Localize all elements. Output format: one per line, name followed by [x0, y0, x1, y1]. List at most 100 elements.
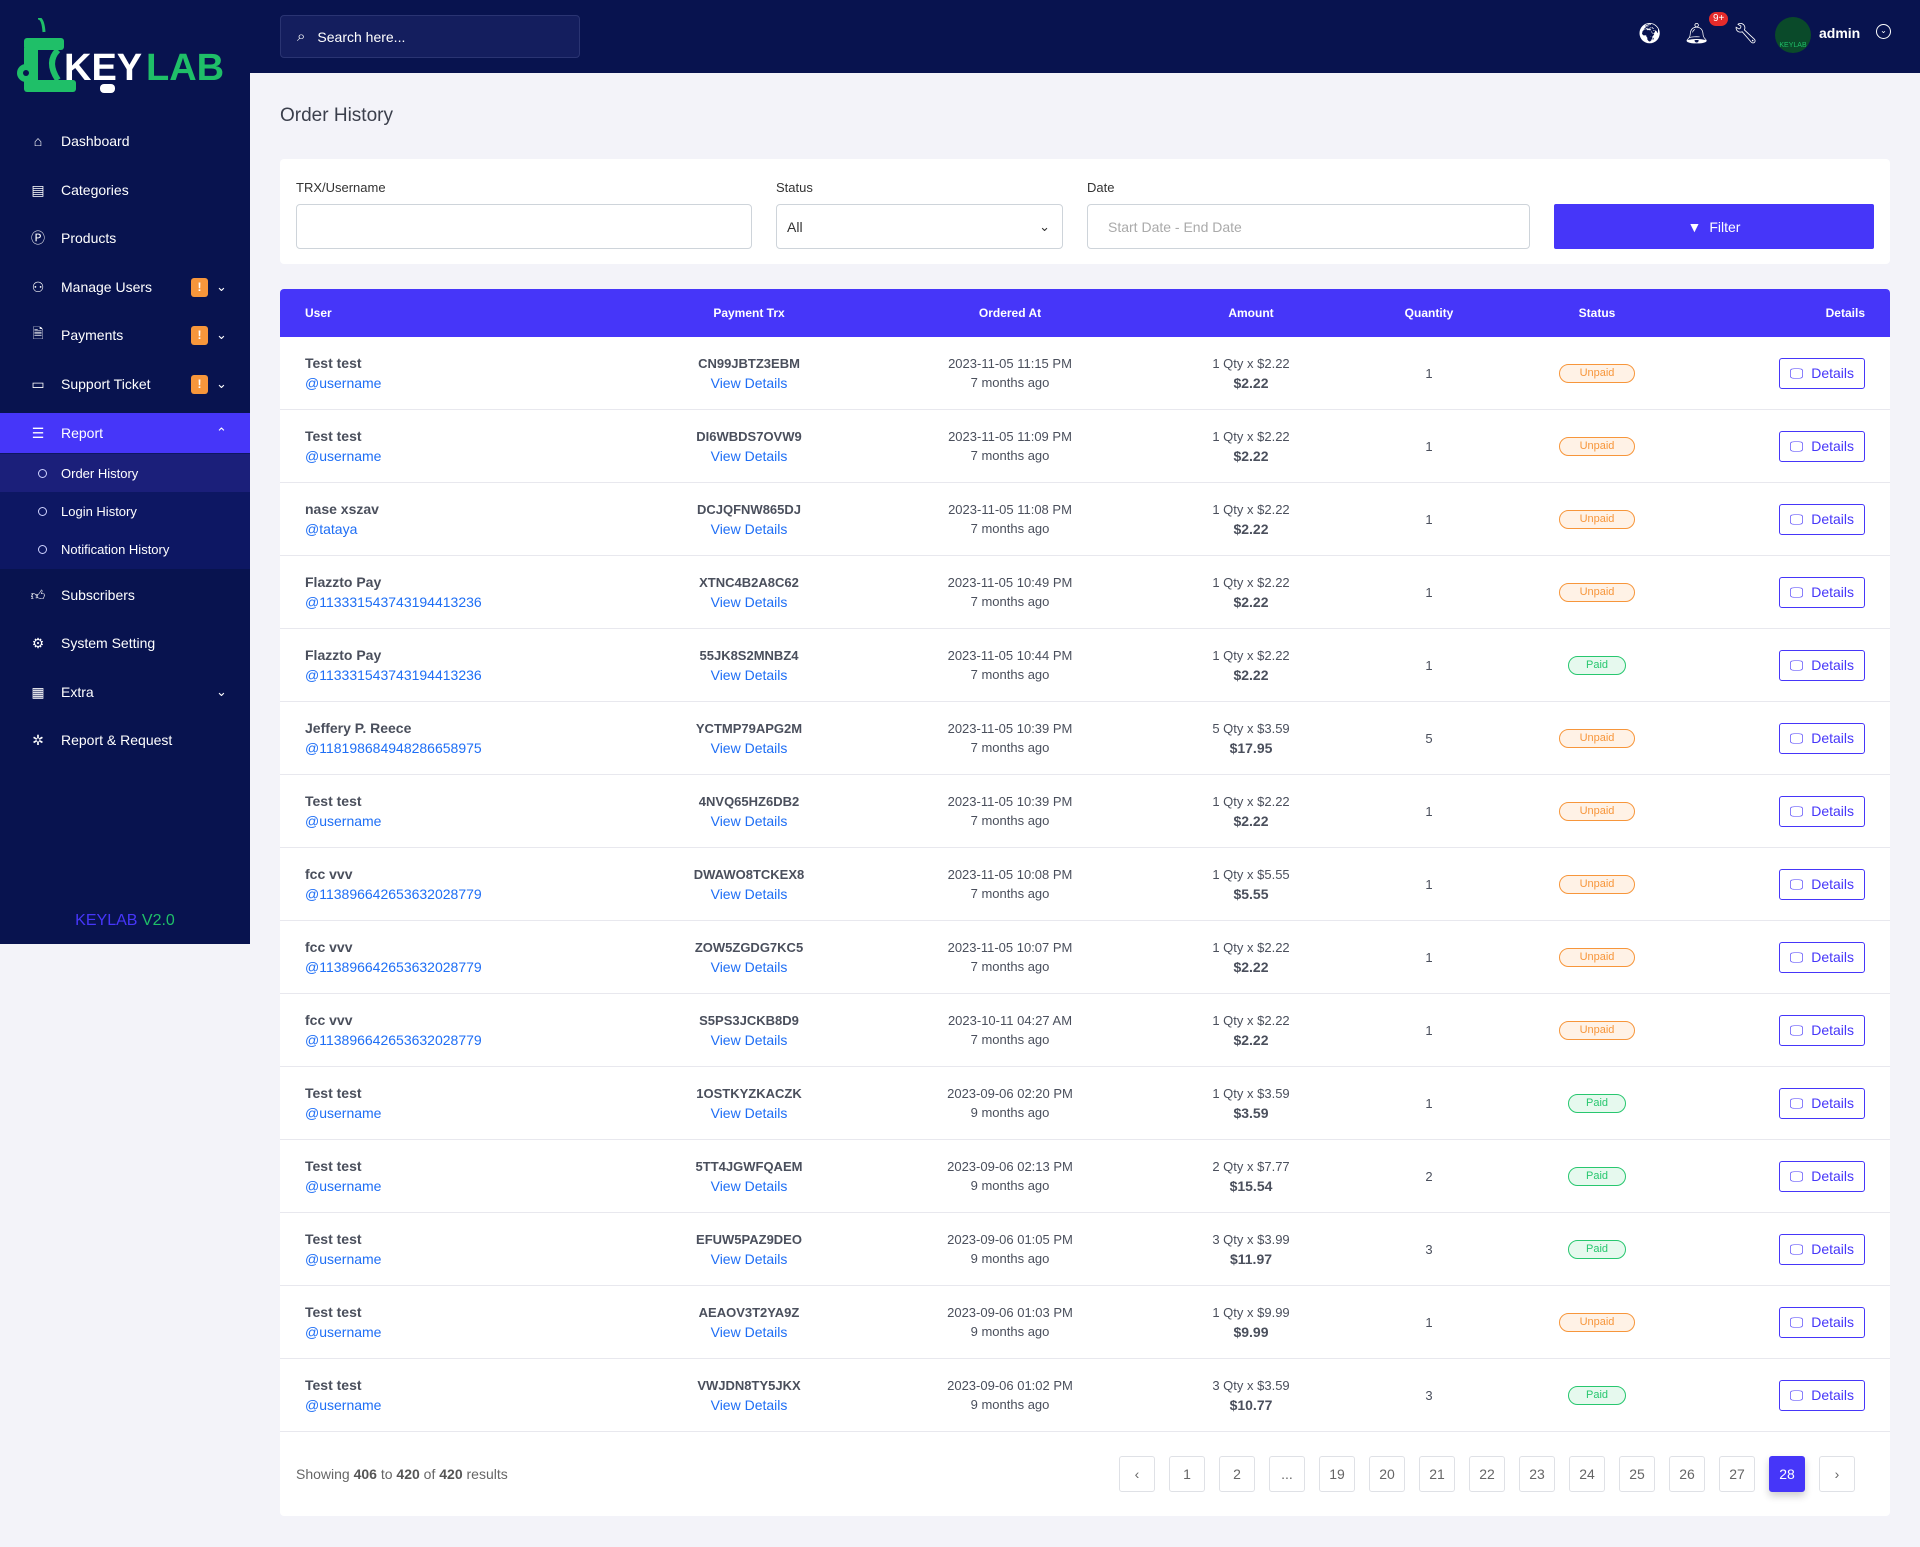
details-button[interactable]: 🖵 Details: [1778, 649, 1865, 681]
user-handle-link[interactable]: @username: [305, 1324, 382, 1340]
user-handle-link[interactable]: @username: [305, 375, 382, 391]
page-button[interactable]: 26: [1669, 1456, 1705, 1492]
view-details-link[interactable]: View Details: [710, 593, 788, 610]
user-name[interactable]: admin: [1819, 25, 1861, 41]
details-button[interactable]: 🖵 Details: [1778, 1087, 1865, 1119]
next-page-button[interactable]: ›: [1819, 1456, 1855, 1492]
page-button[interactable]: 23: [1519, 1456, 1555, 1492]
amount-total: $2.22: [1233, 958, 1269, 975]
user-handle-link[interactable]: @username: [305, 1397, 382, 1413]
view-details-link[interactable]: View Details: [710, 739, 788, 756]
prev-page-button[interactable]: ‹: [1119, 1456, 1155, 1492]
keylab-logo[interactable]: KEY LAB: [16, 16, 238, 98]
sidebar-item-categories[interactable]: ▤ Categories: [0, 166, 250, 214]
chevron-down-circle-icon[interactable]: ⌄: [1876, 24, 1891, 39]
page-button[interactable]: 22: [1469, 1456, 1505, 1492]
trx-username-input[interactable]: [296, 204, 752, 249]
page-button[interactable]: 27: [1719, 1456, 1755, 1492]
view-details-link[interactable]: View Details: [710, 1250, 788, 1267]
sidebar-item-dashboard[interactable]: ⌂ Dashboard: [0, 117, 250, 165]
user-handle-link[interactable]: @username: [305, 448, 382, 464]
sidebar-item-subscribers[interactable]: 👍︎ Subscribers: [0, 571, 250, 619]
user-handle-link[interactable]: @username: [305, 813, 382, 829]
amount-calc: 2 Qty x $7.77: [1212, 1158, 1290, 1174]
details-button[interactable]: 🖵 Details: [1778, 1379, 1865, 1411]
page-button[interactable]: 21: [1419, 1456, 1455, 1492]
page-button[interactable]: 20: [1369, 1456, 1405, 1492]
details-button[interactable]: 🖵 Details: [1778, 357, 1865, 389]
bell-icon[interactable]: 🔔︎: [1684, 23, 1710, 45]
details-button[interactable]: 🖵 Details: [1778, 1014, 1865, 1046]
view-details-link[interactable]: View Details: [710, 666, 788, 683]
sidebar-subitem-order-history[interactable]: Order History: [0, 454, 250, 492]
details-button[interactable]: 🖵 Details: [1778, 941, 1865, 973]
status-select[interactable]: All ⌄: [776, 204, 1063, 249]
page-button[interactable]: 19: [1319, 1456, 1355, 1492]
view-details-link[interactable]: View Details: [710, 374, 788, 391]
user-handle-link[interactable]: @username: [305, 1105, 382, 1121]
page-button[interactable]: 1: [1169, 1456, 1205, 1492]
view-details-link[interactable]: View Details: [710, 885, 788, 902]
user-handle-link[interactable]: @username: [305, 1251, 382, 1267]
avatar[interactable]: KEYLAB: [1775, 17, 1811, 53]
sidebar-item-extra[interactable]: ▦ Extra ⌄: [0, 668, 250, 716]
filter-button[interactable]: ▼ Filter: [1554, 204, 1874, 249]
page-button[interactable]: 25: [1619, 1456, 1655, 1492]
sidebar-subitem-notification-history[interactable]: Notification History: [0, 530, 250, 568]
view-details-link[interactable]: View Details: [710, 812, 788, 829]
details-button[interactable]: 🖵 Details: [1778, 1160, 1865, 1192]
details-cell: 🖵 Details: [1696, 722, 1890, 754]
user-handle-link[interactable]: @118198684948286658975: [305, 740, 482, 756]
search-input[interactable]: ⌕ Search here...: [280, 15, 580, 58]
user-handle-link[interactable]: @113331543743194413236: [305, 667, 482, 683]
trx-cell: VWJDN8TY5JKX View Details: [620, 1378, 878, 1413]
view-details-link[interactable]: View Details: [710, 958, 788, 975]
view-details-link[interactable]: View Details: [710, 520, 788, 537]
details-button[interactable]: 🖵 Details: [1778, 576, 1865, 608]
globe-icon[interactable]: 🌍︎: [1637, 23, 1663, 45]
wrench-icon[interactable]: 🔧︎: [1733, 23, 1759, 45]
date-range-input[interactable]: Start Date - End Date: [1087, 204, 1530, 249]
user-name: Test test: [305, 428, 362, 444]
sidebar-item-support-ticket[interactable]: ▭ Support Ticket! ⌄: [0, 360, 250, 408]
view-details-link[interactable]: View Details: [710, 1104, 788, 1121]
view-details-link[interactable]: View Details: [710, 1031, 788, 1048]
user-handle-link[interactable]: @113896642653632028779: [305, 1032, 482, 1048]
page-button[interactable]: 24: [1569, 1456, 1605, 1492]
page-button[interactable]: 2: [1219, 1456, 1255, 1492]
details-button[interactable]: 🖵 Details: [1778, 430, 1865, 462]
status-badge: Unpaid: [1559, 874, 1635, 894]
user-handle-link[interactable]: @113896642653632028779: [305, 886, 482, 902]
alert-badge: !: [191, 325, 208, 345]
ordered-at-cell: 2023-11-05 10:39 PM 7 months ago: [878, 721, 1142, 755]
user-handle-link[interactable]: @113896642653632028779: [305, 959, 482, 975]
user-handle-link[interactable]: @113331543743194413236: [305, 594, 482, 610]
details-button[interactable]: 🖵 Details: [1778, 503, 1865, 535]
settings-icon: ⚙: [31, 634, 45, 651]
view-details-link[interactable]: View Details: [710, 1323, 788, 1340]
sidebar-subitem-login-history[interactable]: Login History: [0, 492, 250, 530]
view-details-link[interactable]: View Details: [710, 447, 788, 464]
sidebar-item-manage-users[interactable]: ⚇ Manage Users! ⌄: [0, 263, 250, 311]
order-date: 2023-09-06 01:02 PM: [947, 1378, 1073, 1393]
sidebar-item-payments[interactable]: 🗎 Payments! ⌄: [0, 311, 250, 359]
details-button[interactable]: 🖵 Details: [1778, 868, 1865, 900]
amount-cell: 1 Qty x $2.22 $2.22: [1142, 940, 1360, 975]
sidebar-item-report-request[interactable]: ✲ Report & Request: [0, 716, 250, 764]
sidebar-item-report[interactable]: ☰ Report ⌃: [0, 413, 250, 453]
order-relative-time: 7 months ago: [970, 1032, 1050, 1047]
details-button[interactable]: 🖵 Details: [1778, 722, 1865, 754]
details-button[interactable]: 🖵 Details: [1778, 1306, 1865, 1338]
view-details-link[interactable]: View Details: [710, 1177, 788, 1194]
details-button[interactable]: 🖵 Details: [1778, 1233, 1865, 1265]
sidebar-item-products[interactable]: Ⓟ Products: [0, 214, 250, 262]
page-title: Order History: [280, 105, 393, 126]
user-handle-link[interactable]: @tataya: [305, 521, 358, 537]
sidebar-item-system-setting[interactable]: ⚙ System Setting: [0, 619, 250, 667]
details-button[interactable]: 🖵 Details: [1778, 795, 1865, 827]
page-button[interactable]: 28: [1769, 1456, 1805, 1492]
view-details-link[interactable]: View Details: [710, 1396, 788, 1413]
user-handle-link[interactable]: @username: [305, 1178, 382, 1194]
details-cell: 🖵 Details: [1696, 868, 1890, 900]
status-badge: Unpaid: [1559, 1020, 1635, 1040]
